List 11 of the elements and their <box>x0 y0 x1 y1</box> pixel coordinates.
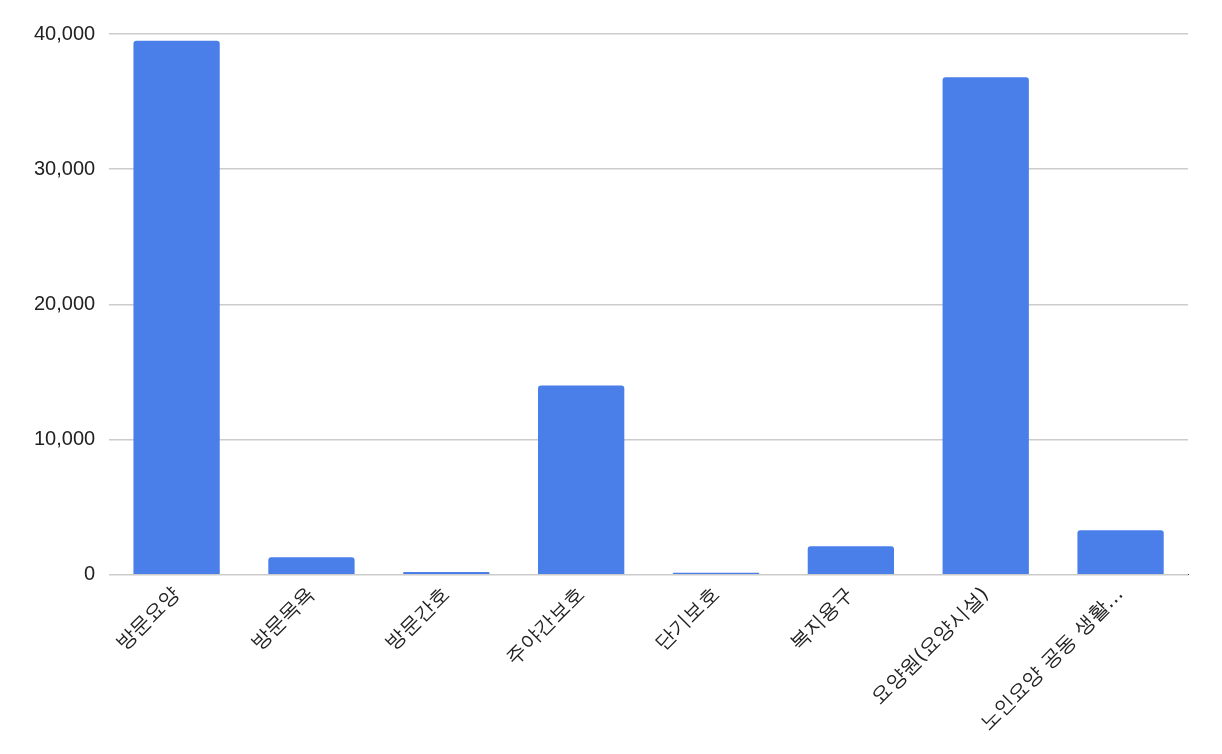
bar <box>1077 530 1164 575</box>
bar <box>807 546 895 575</box>
bar <box>268 557 355 575</box>
y-tick-label: 20,000 <box>34 291 96 314</box>
bar <box>133 40 220 575</box>
bar <box>942 77 1029 575</box>
bar <box>538 385 625 575</box>
y-tick-label: 40,000 <box>34 21 96 44</box>
y-tick-label: 0 <box>84 562 96 585</box>
y-tick-label: 10,000 <box>34 427 96 450</box>
y-tick-label: 30,000 <box>34 156 96 179</box>
